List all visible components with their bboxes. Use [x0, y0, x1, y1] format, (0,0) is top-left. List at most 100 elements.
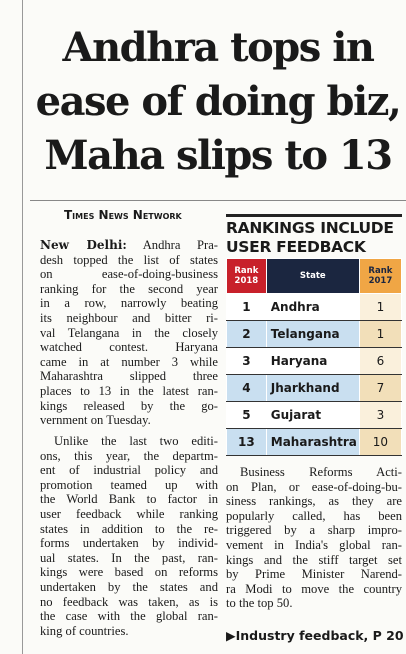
- text-line: kings were based on reforms: [40, 565, 218, 580]
- text-line: its neighbour and bitter ri-: [40, 311, 218, 326]
- text: on ease-of-doing-business: [40, 267, 218, 282]
- text-line: user feedback while ranking: [40, 507, 218, 522]
- text: triggered by a sharp impro-: [226, 523, 402, 538]
- text: the case with the global ran-: [40, 609, 218, 624]
- table-row: 1 Andhra 1: [226, 293, 403, 321]
- text-line: the World Bank to factor in: [40, 492, 218, 507]
- table-row: 3 Haryana 6: [226, 347, 403, 375]
- text: popularly called, has been: [226, 508, 402, 523]
- text: king of countries.: [40, 623, 129, 638]
- text-line: places to 13 in the latest ran-: [40, 384, 218, 399]
- cell: 6: [358, 347, 403, 375]
- text: ual states. In the past, ran-: [40, 550, 218, 565]
- table-row: 13 Maharashtra 10: [226, 428, 403, 456]
- text: watched contest. Haryana: [40, 340, 218, 355]
- headline-line: ease of doing biz,: [35, 78, 402, 125]
- text-line: vement in India's global ran-: [226, 538, 402, 553]
- text: promotion teamed up with: [40, 477, 218, 492]
- text: siness rankings, as they are: [226, 494, 402, 509]
- text: Maharashtra slipped three: [40, 369, 218, 384]
- text: ranking for the second year: [40, 281, 218, 296]
- header-cell: Rank 2017: [358, 258, 403, 294]
- footer-text: Industry feedback, P 20: [235, 628, 404, 643]
- text: vernment on Tuesday.: [40, 413, 151, 428]
- headline-rule: [30, 200, 406, 201]
- cell: 10: [358, 428, 403, 456]
- rankings-table: Rank 2018 State Rank 2017 1 Andhra 1 2 Telangan…: [226, 258, 403, 456]
- text-line: in a row, narrowly beating: [40, 296, 218, 311]
- text: Andhra Pra-: [142, 238, 218, 252]
- text: kings were based on reforms: [40, 565, 218, 580]
- cell: Maharashtra: [265, 428, 360, 456]
- cell: 1: [358, 293, 403, 321]
- text-line: ual states. In the past, ran-: [40, 551, 218, 566]
- text-line: came in at number 3 while: [40, 355, 218, 370]
- text-line: undertaken by the states and: [40, 580, 218, 595]
- text-line: no feedback was taken, as is: [40, 595, 218, 610]
- text: ent of industrial policy and: [40, 463, 218, 478]
- text-line: king of countries.: [40, 624, 218, 639]
- headline-line: Andhra tops in: [62, 24, 375, 71]
- table-title: RANKINGS INCLUDE USER FEEDBACK: [226, 214, 402, 257]
- cell: 2: [226, 320, 267, 348]
- text: ons, this year, the departm-: [40, 448, 218, 463]
- text: in a row, narrowly beating: [40, 296, 218, 311]
- text: Unlike the last two editi-: [54, 434, 218, 448]
- headline-line: Maha slips to 13: [44, 132, 393, 179]
- text: desh topped the list of states: [40, 252, 218, 267]
- text: kings and the stiff target set: [226, 552, 402, 567]
- text: to the top 50.: [226, 596, 293, 611]
- cell: Telangana: [265, 320, 360, 348]
- text-line: siness rankings, as they are: [226, 494, 402, 509]
- text-line: watched contest. Haryana: [40, 340, 218, 355]
- text-line: ranking for the second year: [40, 282, 218, 297]
- text: kings released by the go-: [40, 398, 218, 413]
- text-line: desh topped the list of states: [40, 253, 218, 268]
- text-line: triggered by a sharp impro-: [226, 523, 402, 538]
- text: the World Bank to factor in: [40, 492, 218, 507]
- text-line: kings released by the go-: [40, 399, 218, 414]
- text: Business Reforms Acti-: [240, 465, 402, 479]
- text: no feedback was taken, as is: [40, 594, 218, 609]
- cell: 5: [226, 401, 267, 429]
- text: came in at number 3 while: [40, 354, 218, 369]
- text: val Telangana in the closely: [40, 325, 218, 340]
- text: user feedback while ranking: [40, 507, 218, 521]
- cell: 13: [226, 428, 267, 456]
- byline: Times News Network: [64, 208, 182, 222]
- text: places to 13 in the latest ran-: [40, 384, 218, 398]
- text-line: promotion teamed up with: [40, 478, 218, 493]
- text: by Prime Minister Narend-: [226, 567, 402, 582]
- text-line: vernment on Tuesday.: [40, 413, 218, 428]
- cell: Gujarat: [265, 401, 360, 429]
- text-line: Unlike the last two editi-: [54, 434, 218, 449]
- header-cell: Rank 2018: [226, 258, 267, 294]
- text-line: the case with the global ran-: [40, 609, 218, 624]
- text-line: kings and the stiff target set: [226, 553, 402, 568]
- text-line: Business Reforms Acti-: [240, 465, 402, 480]
- text: forms undertaken by individ-: [40, 536, 218, 551]
- text-line: popularly called, has been: [226, 509, 402, 524]
- header-cell: State: [265, 258, 360, 294]
- text-line: ra Modi to move the country: [226, 582, 402, 597]
- text-line: states in addition to the re-: [40, 522, 218, 537]
- cell: Jharkhand: [265, 374, 360, 402]
- text: its neighbour and bitter ri-: [40, 311, 218, 325]
- text: ra Modi to move the country: [226, 581, 402, 596]
- cell: 1: [358, 320, 403, 348]
- text: states in addition to the re-: [40, 521, 218, 536]
- cell: Haryana: [265, 347, 360, 375]
- text-line: on ease-of-doing-business: [40, 267, 218, 282]
- text-line: forms undertaken by individ-: [40, 536, 218, 551]
- text-line: val Telangana in the closely: [40, 326, 218, 341]
- text-line: to the top 50.: [226, 596, 402, 611]
- text: undertaken by the states and: [40, 580, 218, 594]
- text-line: ons, this year, the departm-: [40, 449, 218, 464]
- text-line: New Delhi: Andhra Pra-: [40, 238, 218, 253]
- text-line: by Prime Minister Narend-: [226, 567, 402, 582]
- text-line: on Plan, or ease-of-doing-bu-: [226, 480, 402, 495]
- text-line: Maharashtra slipped three: [40, 369, 218, 384]
- column-rule: [22, 0, 23, 654]
- cell: 4: [226, 374, 267, 402]
